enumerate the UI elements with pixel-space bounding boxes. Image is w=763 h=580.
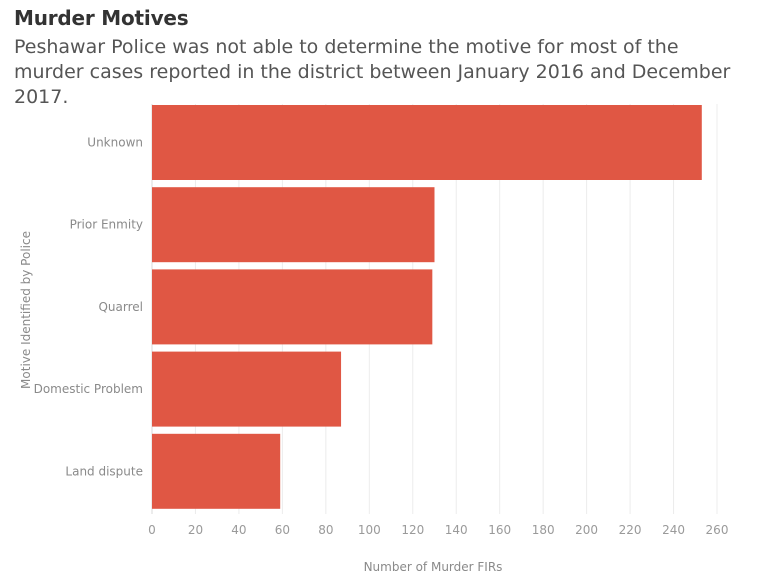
x-tick-label: 80 — [318, 523, 333, 537]
x-tick-label: 200 — [575, 523, 598, 537]
x-tick-label: 0 — [148, 523, 156, 537]
category-label: Quarrel — [98, 300, 143, 314]
x-tick-label: 20 — [188, 523, 203, 537]
chart-title: Murder Motives — [14, 6, 189, 30]
x-tick-label: 160 — [488, 523, 511, 537]
x-axis-title: Number of Murder FIRs — [364, 560, 503, 574]
category-label: Land dispute — [65, 464, 143, 478]
bar-unknown[interactable] — [152, 105, 702, 180]
chart-subtitle: Peshawar Police was not able to determin… — [14, 36, 731, 108]
bar-quarrel[interactable] — [152, 269, 433, 345]
x-tick-label: 140 — [445, 523, 468, 537]
bar-domestic-problem[interactable] — [152, 351, 342, 427]
y-axis-title: Motive Identified by Police — [19, 231, 33, 389]
x-tick-label: 220 — [619, 523, 642, 537]
x-tick-label: 60 — [275, 523, 290, 537]
category-label: Prior Enmity — [70, 218, 143, 232]
x-tick-label: 260 — [706, 523, 729, 537]
category-label: Unknown — [87, 136, 143, 150]
x-tick-label: 40 — [231, 523, 246, 537]
bar-prior-enmity[interactable] — [152, 187, 435, 263]
x-tick-label: 180 — [532, 523, 555, 537]
x-tick-label: 100 — [358, 523, 381, 537]
bar-land-dispute[interactable] — [152, 433, 281, 509]
x-tick-label: 120 — [401, 523, 424, 537]
x-tick-labels: 0 20 40 60 80 100 120 140 160 180 200 220 240 260 — [148, 523, 728, 537]
category-label: Domestic Problem — [34, 382, 143, 396]
x-tick-label: 240 — [662, 523, 685, 537]
category-labels: Unknown Prior Enmity Quarrel Domestic Probl… — [34, 136, 143, 479]
bars — [152, 105, 702, 509]
